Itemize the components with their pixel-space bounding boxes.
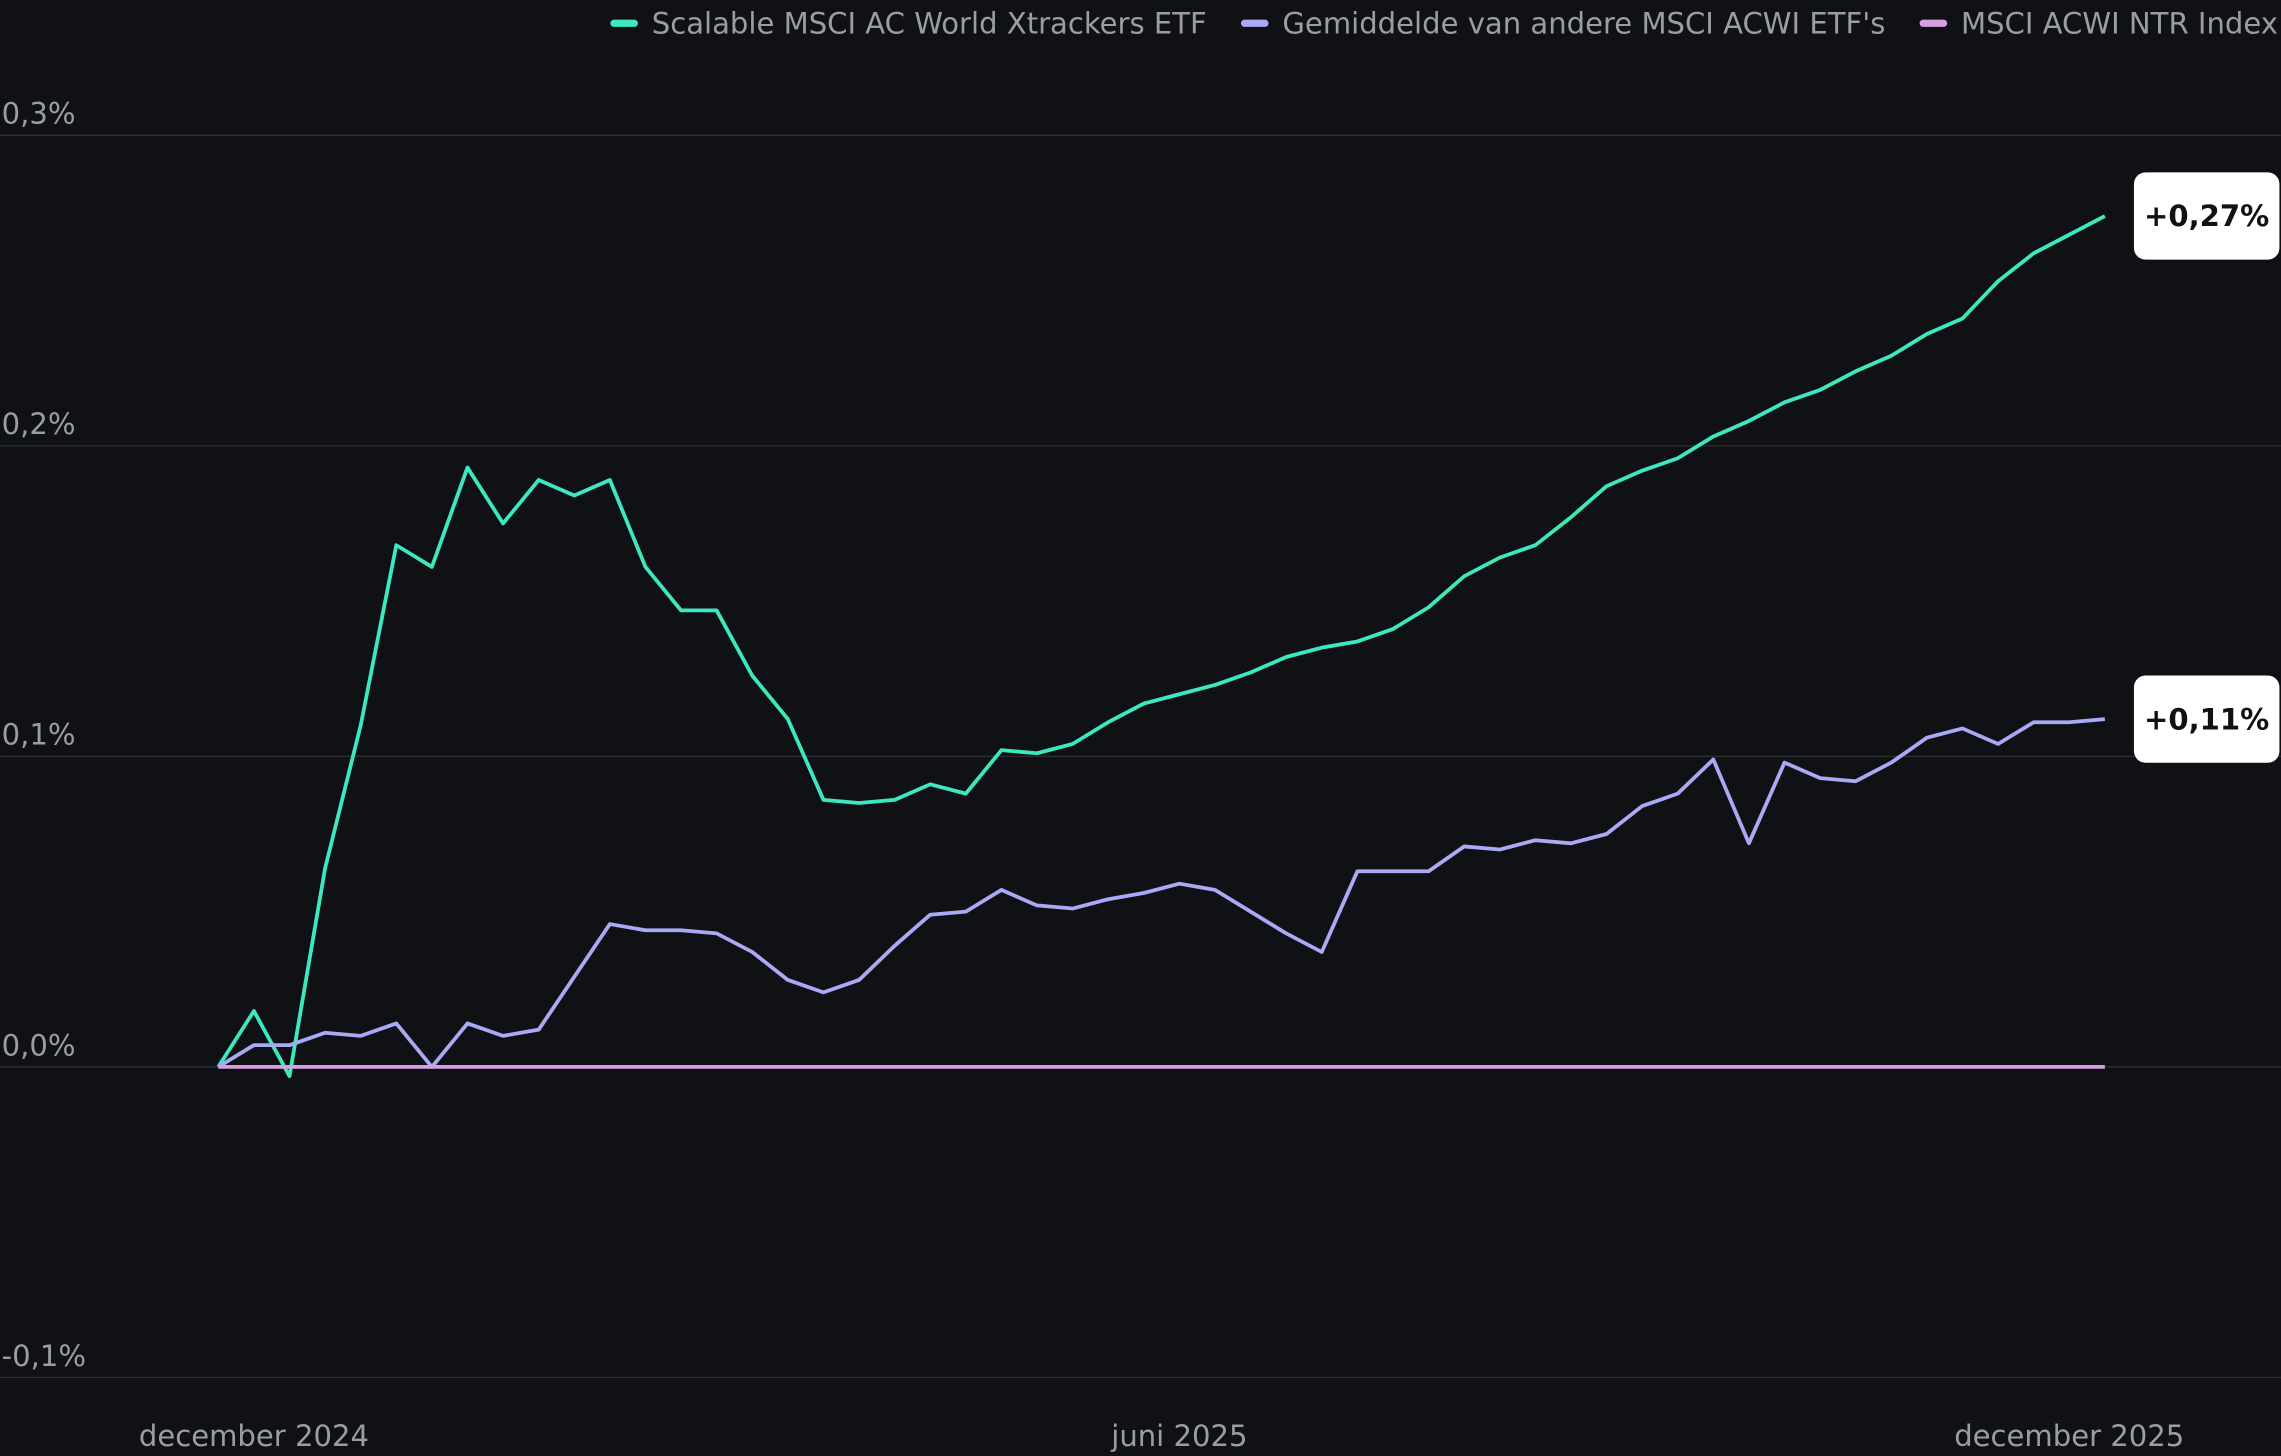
y-tick-label: 0,0%: [2, 1028, 76, 1062]
legend-label: MSCI ACWI NTR Index: [1961, 6, 2278, 40]
legend-label: Scalable MSCI AC World Xtrackers ETF: [652, 6, 1207, 40]
end-label: +0,27%: [2133, 172, 2280, 260]
y-tick-label: -0,1%: [2, 1339, 86, 1373]
legend: Scalable MSCI AC World Xtrackers ETF Gemi…: [610, 6, 2278, 40]
series-line: [216, 214, 2106, 1079]
y-tick-label: 0,2%: [2, 407, 76, 441]
end-label-box: [2133, 675, 2280, 763]
y-tick-label: 0,1%: [2, 718, 76, 752]
end-label-box: [2133, 172, 2280, 260]
x-tick-label: december 2025: [1954, 1419, 2184, 1453]
end-label-text: +0,11%: [2144, 702, 2269, 736]
series-line: [217, 717, 2106, 1069]
y-tick-label: 0,3%: [2, 97, 76, 131]
end-label-text: +0,27%: [2144, 199, 2269, 233]
x-tick-label: juni 2025: [1110, 1419, 1247, 1453]
end-label: +0,11%: [2133, 675, 2280, 763]
x-tick-label: december 2024: [139, 1419, 369, 1453]
legend-label: Gemiddelde van andere MSCI ACWI ETF's: [1282, 6, 1885, 40]
